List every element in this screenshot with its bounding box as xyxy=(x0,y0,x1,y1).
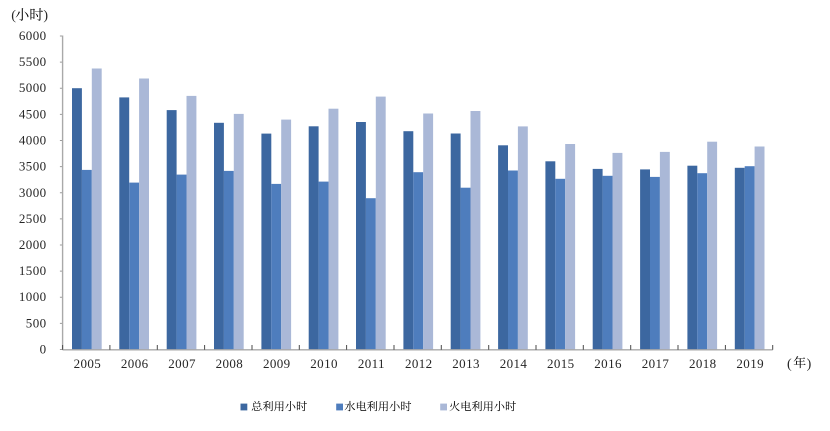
svg-text:4000: 4000 xyxy=(19,133,47,148)
svg-text:2015: 2015 xyxy=(547,356,575,371)
svg-text:2012: 2012 xyxy=(405,356,433,371)
svg-text:0: 0 xyxy=(40,342,47,357)
svg-text:2018: 2018 xyxy=(689,356,717,371)
svg-text:2010: 2010 xyxy=(310,356,338,371)
svg-text:2019: 2019 xyxy=(736,356,764,371)
svg-text:2013: 2013 xyxy=(452,356,480,371)
svg-text:4500: 4500 xyxy=(19,106,47,121)
svg-text:2006: 2006 xyxy=(121,356,149,371)
svg-text:6000: 6000 xyxy=(19,28,47,43)
svg-text:5500: 5500 xyxy=(19,54,47,69)
svg-text:2009: 2009 xyxy=(263,356,291,371)
svg-text:5000: 5000 xyxy=(19,80,47,95)
svg-text:3500: 3500 xyxy=(19,159,47,174)
svg-text:1500: 1500 xyxy=(19,263,47,278)
svg-text:2000: 2000 xyxy=(19,237,47,252)
svg-text:2007: 2007 xyxy=(168,356,196,371)
svg-text:2011: 2011 xyxy=(358,356,385,371)
svg-text:1000: 1000 xyxy=(19,289,47,304)
svg-text:): ) xyxy=(807,357,812,372)
svg-text:2500: 2500 xyxy=(19,211,47,226)
svg-text:2017: 2017 xyxy=(642,356,670,371)
svg-text:2005: 2005 xyxy=(74,356,102,371)
svg-text:2016: 2016 xyxy=(594,356,622,371)
svg-text:): ) xyxy=(43,9,48,24)
svg-text:(: ( xyxy=(11,9,16,24)
svg-text:3000: 3000 xyxy=(19,185,47,200)
svg-text:2014: 2014 xyxy=(500,356,528,371)
svg-text:2008: 2008 xyxy=(216,356,244,371)
svg-text:(: ( xyxy=(787,357,792,372)
svg-text:500: 500 xyxy=(26,315,47,330)
